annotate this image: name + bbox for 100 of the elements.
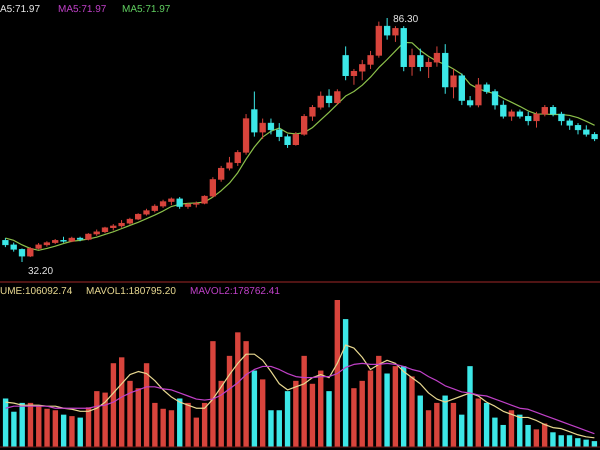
candlestick (176, 196, 183, 210)
bar (575, 438, 581, 447)
bar (268, 410, 274, 447)
candlestick (408, 48, 416, 76)
bar (310, 384, 316, 447)
bar (210, 341, 216, 447)
candlestick (475, 77, 482, 108)
bar (284, 391, 290, 447)
text: UME:106092.74 (0, 286, 73, 297)
candlestick (350, 68, 358, 86)
bar (160, 408, 166, 447)
bar (144, 363, 150, 447)
bar (252, 370, 258, 447)
bar (235, 332, 240, 447)
bar (19, 402, 25, 447)
bar (243, 341, 249, 447)
bar (418, 396, 423, 447)
candlestick (516, 109, 524, 120)
bar (360, 380, 365, 447)
candlestick (268, 118, 274, 135)
candlestick (10, 242, 17, 252)
candlestick (342, 46, 349, 81)
bar (500, 424, 506, 447)
bar (434, 402, 440, 447)
candlestick (484, 82, 490, 94)
text: MAVOL1:180795.20 (86, 286, 176, 297)
bar (517, 414, 522, 447)
bar (442, 396, 448, 447)
bar (2, 398, 8, 447)
candlestick (276, 122, 282, 142)
bar (293, 380, 299, 447)
bar (60, 414, 66, 447)
candlestick (384, 18, 390, 40)
bar (534, 429, 540, 447)
bar (409, 376, 415, 447)
bar (326, 391, 332, 447)
bar (152, 402, 158, 447)
candlestick (542, 104, 548, 117)
bar (542, 423, 548, 447)
candlestick (508, 109, 515, 122)
bar (400, 366, 406, 447)
bar (392, 366, 398, 447)
bar (484, 402, 490, 447)
bar (459, 414, 464, 447)
bar (218, 380, 224, 447)
candlestick (591, 132, 598, 142)
bar (102, 392, 108, 447)
bar (342, 319, 348, 447)
bar (426, 410, 432, 447)
bar (592, 441, 598, 447)
bar (177, 398, 182, 447)
bar (334, 300, 340, 447)
bar (351, 388, 357, 447)
bar (78, 418, 83, 447)
text: MA5:71.97 (58, 4, 107, 15)
bar (36, 406, 42, 447)
bar (11, 412, 17, 447)
candlestick (326, 88, 332, 108)
bar (384, 374, 390, 447)
candlestick (566, 118, 573, 130)
bar (476, 398, 481, 447)
bar (276, 410, 282, 447)
candlestick (251, 91, 258, 138)
candlestick (234, 150, 241, 166)
candlestick (334, 88, 340, 106)
bar (110, 363, 116, 447)
bar (467, 366, 473, 447)
text: A5:71.97 (0, 4, 40, 15)
bar (550, 432, 556, 447)
candlestick (292, 132, 300, 146)
candlestick (533, 111, 540, 128)
text: 32.20 (28, 266, 54, 277)
candlestick (583, 124, 590, 138)
bar (52, 410, 58, 447)
bar (44, 408, 50, 447)
bar (368, 370, 374, 447)
bar (136, 388, 141, 447)
bar (260, 379, 266, 447)
bar (301, 356, 307, 447)
bar (69, 416, 75, 447)
candlestick (525, 111, 532, 126)
candlestick (284, 134, 291, 148)
candlestick (260, 118, 266, 140)
bar (492, 418, 498, 447)
bar (318, 370, 324, 447)
bar (119, 357, 124, 447)
text: MA5:71.97 (122, 4, 171, 15)
bar (202, 402, 208, 447)
candlestick (2, 238, 9, 248)
bar (94, 391, 100, 447)
candlestick (18, 248, 26, 262)
bar (583, 440, 589, 447)
candlestick (574, 122, 582, 135)
candlestick (318, 91, 324, 110)
bar (558, 435, 564, 447)
candlestick (417, 48, 424, 72)
bar (194, 418, 200, 447)
bar (450, 402, 456, 447)
candlestick (359, 59, 366, 81)
candlestick (27, 246, 34, 258)
